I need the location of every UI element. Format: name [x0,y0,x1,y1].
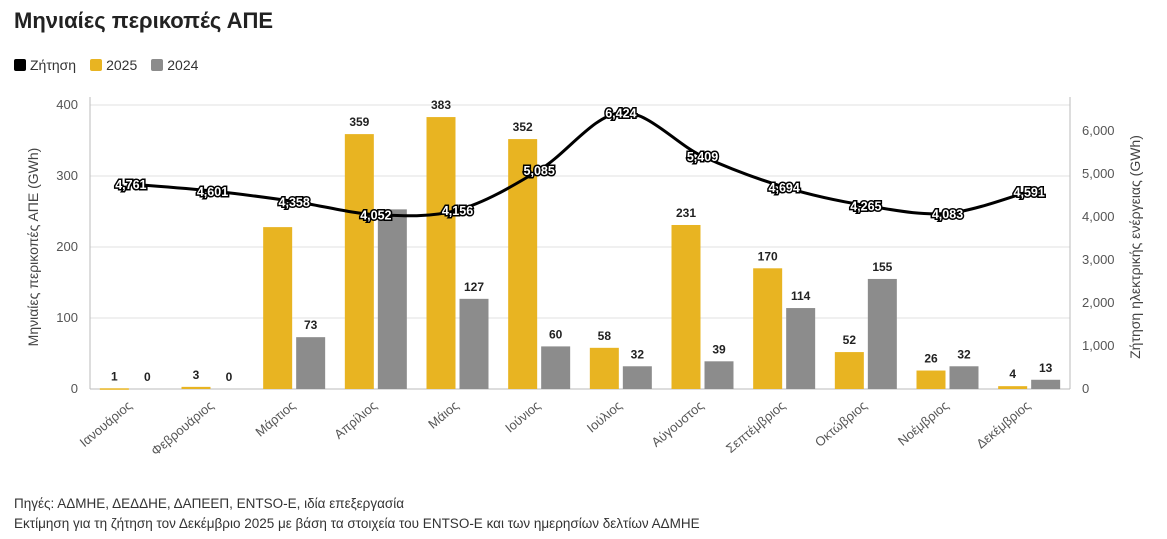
x-tick-label: Νοέμβριος [895,398,952,449]
bar-label-2024: 114 [791,289,811,303]
bar-2025 [181,386,211,389]
legend-swatch-2024 [151,59,164,71]
demand-label: 4,694 [769,181,800,195]
legend-swatch-demand [14,59,26,71]
demand-label: 6,424 [605,107,636,121]
y2-tick-label: 5,000 [1082,166,1115,181]
y2-axis-title: Ζήτηση ηλεκτρικής ενέργειας (GWh) [1127,135,1143,359]
demand-label: 5,085 [524,164,555,178]
bar-label-2025: 26 [924,352,938,366]
bar-2025 [998,386,1028,389]
x-tick-label: Αύγουστος [648,398,706,450]
y2-tick-label: 0 [1082,381,1089,396]
demand-label: 4,156 [442,204,473,218]
bar-label-2024: 32 [631,347,645,361]
bar-2024 [949,366,979,389]
bar-2024 [377,209,407,389]
x-tick-label: Ιούνιος [502,398,543,436]
demand-label: 4,083 [932,207,963,221]
x-tick-label: Οκτώβριος [812,398,870,450]
demand-label: 4,761 [115,178,146,192]
bar-label-2024: 73 [304,318,318,332]
y2-tick-label: 6,000 [1082,123,1115,138]
demand-line [130,111,1030,218]
bar-label-2025: 383 [431,98,451,112]
x-tick-label: Απρίλιος [331,398,380,442]
legend-item-2024[interactable]: 2024 [151,57,198,73]
bar-2024 [541,346,571,389]
y-tick-label: 100 [56,310,78,325]
y2-tick-label: 1,000 [1082,338,1115,353]
y2-tick-label: 3,000 [1082,252,1115,267]
legend-swatch-2025 [90,59,103,71]
y2-tick-label: 4,000 [1082,209,1115,224]
bar-2025 [263,227,293,389]
bar-2025 [99,388,129,390]
legend-label-demand: Ζήτηση [30,57,77,73]
bar-2025 [671,224,701,389]
legend-label-2025: 2025 [106,57,138,73]
bar-label-2024: 60 [549,327,563,341]
chart-area: 010020030040001,0002,0003,0004,0005,0006… [25,97,1143,459]
x-tick-label: Ιούλιος [584,398,625,436]
bar-2025 [426,117,456,389]
bar-label-2025: 1 [111,369,118,383]
bar-2024 [296,337,326,389]
x-tick-label: Δεκέμβριος [973,398,1033,452]
bar-label-2024: 32 [957,347,971,361]
bar-label-2025: 4 [1009,367,1016,381]
demand-label: 4,601 [197,185,228,199]
bar-2025 [916,370,946,389]
x-tick-label: Σεπτέμβριος [723,398,788,456]
bar-label-2025: 52 [843,333,857,347]
bar-label-2024: 127 [464,280,484,294]
bar-label-2025: 170 [758,249,778,263]
bar-2024 [704,361,734,389]
bar-2024 [786,308,816,389]
bar-2024 [622,366,652,389]
bar-2025 [589,347,619,389]
legend: Ζήτηση 2025 2024 [14,57,198,73]
x-tick-label: Φεβρουάριος [148,398,216,459]
bar-label-2025: 231 [676,206,696,220]
x-tick-label: Μάιος [425,398,461,432]
bar-2024 [867,278,897,389]
bar-2024 [1031,379,1061,389]
bar-label-2024: 155 [872,260,892,274]
bar-label-2024: 13 [1039,361,1053,375]
bar-label-2024: 0 [226,370,233,384]
legend-item-demand[interactable]: Ζήτηση [14,57,76,73]
chart-title: Μηνιαίες περικοπές ΑΠΕ [14,8,274,33]
legend-item-2025[interactable]: 2025 [90,57,137,73]
legend-label-2024: 2024 [167,57,199,73]
bar-2025 [834,352,864,389]
source-notes: Πηγές: ΑΔΜΗΕ, ΔΕΔΔΗΕ, ΔΑΠΕΕΠ, ENTSO-E, ι… [14,494,700,534]
x-tick-label: Μάρτιος [252,398,298,440]
demand-label: 4,052 [360,209,391,223]
demand-label: 5,409 [687,150,718,164]
bar-2025 [753,268,783,389]
y-tick-label: 300 [56,168,78,183]
source-note: Πηγές: ΑΔΜΗΕ, ΔΕΔΔΗΕ, ΔΑΠΕΕΠ, ENTSO-E, ι… [14,496,405,511]
bar-label-2024: 39 [712,342,726,356]
y-tick-label: 200 [56,239,78,254]
x-tick-label: Ιανουάριος [77,398,135,450]
bar-label-2025: 359 [349,115,369,129]
y2-tick-label: 2,000 [1082,295,1115,310]
demand-label: 4,358 [279,195,310,209]
y-tick-label: 0 [71,381,78,396]
y-tick-label: 400 [56,97,78,112]
y-axis-title: Μηνιαίες περικοπές ΑΠΕ (GWh) [25,148,41,347]
bar-2024 [459,298,489,389]
estimate-note: Εκτίμηση για τη ζήτηση τον Δεκέμβριο 202… [14,516,700,531]
bar-label-2025: 352 [513,120,533,134]
bar-label-2024: 0 [144,370,151,384]
bar-label-2025: 3 [193,368,200,382]
demand-label: 4,591 [1014,185,1045,199]
demand-label: 4,265 [850,199,881,213]
bar-label-2025: 58 [598,329,612,343]
bar-2025 [344,134,374,389]
